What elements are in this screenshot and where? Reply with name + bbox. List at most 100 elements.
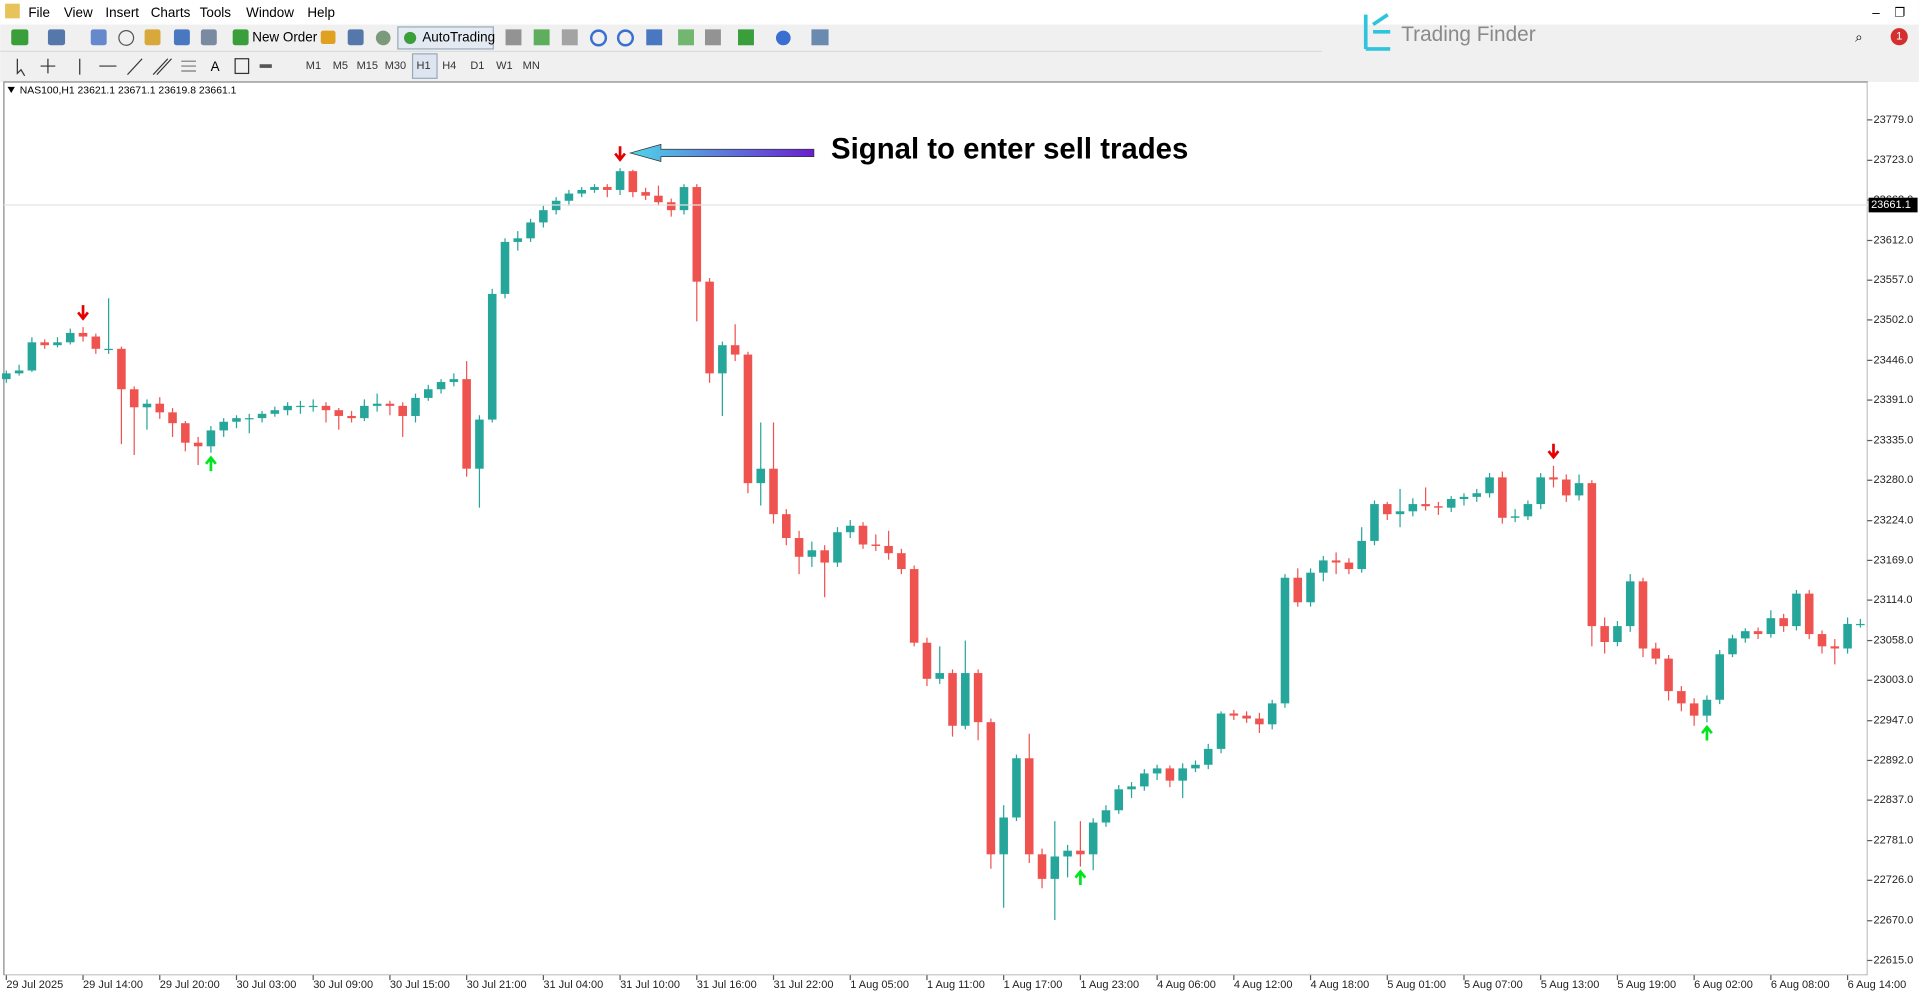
label-tool[interactable] [234, 58, 250, 75]
tool-icon[interactable] [144, 29, 161, 46]
x-tick-label: 1 Aug 23:00 [1080, 979, 1139, 991]
candle-body [1600, 626, 1609, 643]
tool-icon[interactable] [347, 29, 364, 46]
candle-body [1549, 477, 1558, 480]
text-tool[interactable]: A [211, 59, 220, 74]
menu-item[interactable]: File [28, 5, 50, 20]
candle-body [986, 722, 996, 855]
candle-body [257, 413, 267, 419]
candle-body [628, 171, 638, 193]
candle-body [117, 348, 126, 390]
annotation-arrow [628, 143, 815, 162]
candle-body [385, 403, 395, 406]
menu-item[interactable]: Insert [105, 5, 139, 20]
x-tick-label: 4 Aug 06:00 [1157, 979, 1216, 991]
tool-icon[interactable] [811, 29, 829, 46]
candle-body [1536, 477, 1545, 505]
candle-body [321, 405, 331, 411]
tool-icon[interactable] [646, 29, 663, 46]
candle-body [743, 354, 753, 484]
toolbar-button[interactable]: AutoTrading [422, 29, 495, 44]
tool-icon[interactable] [561, 29, 578, 46]
candle-body [807, 550, 817, 557]
candle-body [1306, 572, 1315, 603]
current-price-label: 23661.1 [1871, 199, 1911, 211]
y-tick-label: 22615.0 [1874, 954, 1914, 966]
cursor-tool[interactable] [16, 58, 26, 77]
notification-badge[interactable] [1890, 28, 1908, 46]
candle-body [1689, 703, 1699, 716]
minimize-button[interactable]: – [1872, 5, 1880, 20]
candle-body [1434, 506, 1443, 508]
candle-body [1319, 560, 1328, 573]
tool-icon[interactable] [47, 29, 66, 46]
crosshair-tool[interactable] [40, 58, 56, 74]
fibo-tool[interactable] [181, 60, 196, 72]
candle-body [1830, 646, 1840, 649]
y-tick-label: 23058.0 [1874, 634, 1914, 646]
x-tick-label: 4 Aug 12:00 [1234, 979, 1293, 991]
tool-icon[interactable] [320, 30, 336, 45]
candle-body [666, 202, 676, 211]
candle-body [27, 342, 37, 371]
tool-icon[interactable] [118, 29, 135, 46]
timeframe-button[interactable]: MN [523, 60, 540, 72]
menu-item[interactable]: Window [246, 5, 294, 20]
tool-icon[interactable] [90, 29, 107, 46]
timeframe-button[interactable]: M30 [385, 60, 406, 72]
candle-body [718, 345, 727, 374]
x-tick-label: 5 Aug 19:00 [1617, 979, 1676, 991]
candle-body [1446, 499, 1456, 508]
candle-body [398, 405, 407, 416]
candle-body [462, 379, 471, 469]
candle-body [40, 342, 49, 346]
tool-icon[interactable] [738, 29, 754, 46]
y-tick-label: 23224.0 [1874, 515, 1914, 527]
menu-item[interactable]: Tools [200, 5, 232, 20]
auto-trading-button[interactable] [397, 26, 494, 50]
tool-icon[interactable] [678, 29, 694, 46]
tool-icon[interactable] [533, 29, 550, 46]
menu-item[interactable]: View [64, 5, 93, 20]
buy-signal-arrow [1074, 869, 1087, 885]
timeframe-button[interactable]: H4 [442, 60, 456, 72]
tool-icon[interactable] [173, 29, 190, 46]
trendline-tool[interactable] [127, 58, 143, 76]
zoom-out[interactable] [616, 29, 635, 47]
y-tick-label: 23114.0 [1874, 594, 1913, 606]
tool-icon[interactable] [505, 29, 522, 46]
restore-button[interactable]: ❐ [1894, 6, 1905, 20]
tool-icon[interactable] [11, 29, 29, 46]
timeframe-button[interactable]: M1 [306, 60, 321, 72]
annotation-text: Signal to enter sell trades [831, 132, 1188, 165]
tool-icon[interactable] [775, 30, 791, 46]
candle-body [1715, 654, 1724, 700]
candle-body [129, 389, 139, 408]
menu-item[interactable]: Charts [151, 5, 191, 20]
channel-tool[interactable] [152, 58, 172, 76]
timeframe-button[interactable]: W1 [496, 60, 513, 72]
tool-icon[interactable] [704, 29, 721, 46]
x-tick-label: 31 Jul 16:00 [697, 979, 757, 991]
timeframe-button[interactable]: M15 [357, 60, 378, 72]
tool-icon[interactable] [375, 30, 391, 46]
candle-body [436, 382, 446, 390]
active-timeframe [411, 53, 438, 79]
candle-body [782, 514, 791, 539]
toolbar-button[interactable]: New Order [252, 29, 317, 44]
timeframe-button[interactable]: M5 [333, 60, 348, 72]
timeframe-button[interactable]: H1 [417, 60, 431, 72]
tool-icon[interactable] [200, 29, 217, 46]
timeframe-button[interactable]: D1 [470, 60, 484, 72]
candle-body [1677, 691, 1686, 704]
zoom-in[interactable] [589, 29, 608, 47]
new-order-icon[interactable] [232, 29, 249, 46]
app-icon [5, 3, 20, 19]
menu-item[interactable]: Help [307, 5, 335, 20]
candle-body [181, 423, 190, 443]
x-tick-label: 31 Jul 10:00 [620, 979, 680, 991]
search-icon[interactable]: ⌕ [1855, 29, 1863, 44]
logo-text: Trading Finder [1401, 23, 1536, 46]
candle-body [858, 525, 868, 545]
